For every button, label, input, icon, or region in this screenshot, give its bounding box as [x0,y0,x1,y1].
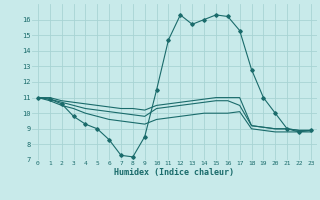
X-axis label: Humidex (Indice chaleur): Humidex (Indice chaleur) [115,168,234,177]
